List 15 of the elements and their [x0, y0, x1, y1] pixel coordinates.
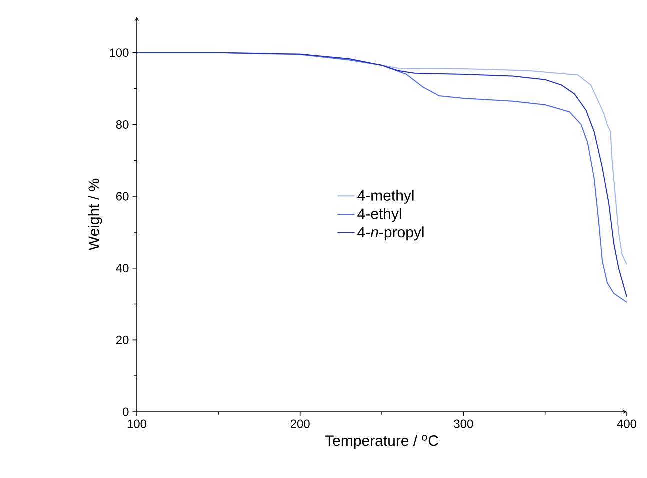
legend-label: 4-n-propyl: [358, 226, 424, 241]
x-axis-title: Temperature / $^{o}$C: [325, 435, 438, 450]
x-tick-label: 200: [290, 420, 310, 428]
x-tick-label: 300: [454, 420, 474, 428]
x-tick-label: 400: [617, 420, 637, 428]
legend-label: 4-methyl: [358, 190, 414, 204]
x-tick-label: 100: [128, 420, 147, 428]
y-tick-label: 0: [123, 408, 129, 416]
y-axis-title: Weight / %: [88, 178, 102, 251]
legend-label: 4-ethyl: [358, 208, 402, 222]
y-tick-label: 40: [116, 264, 129, 273]
y-tick-label: 80: [116, 120, 129, 129]
y-tick-label: 60: [116, 192, 129, 201]
y-tick-label: 20: [116, 336, 129, 344]
y-tick-label: 100: [110, 48, 129, 58]
